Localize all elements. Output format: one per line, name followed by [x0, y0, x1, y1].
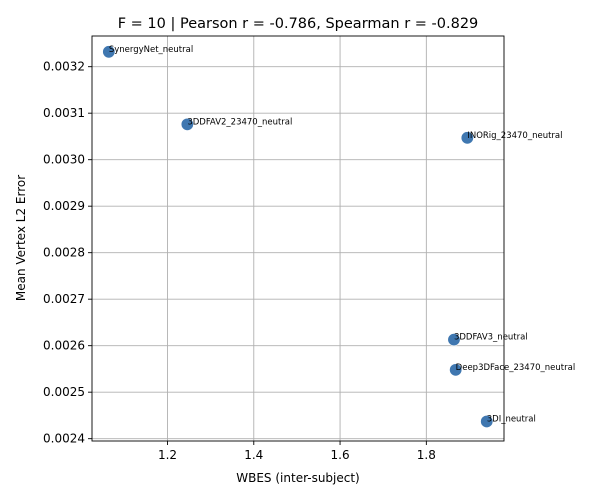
x-tick-label: 1.2 — [158, 448, 177, 462]
y-tick-label: 0.0026 — [43, 339, 85, 353]
point-label: SynergyNet_neutral — [109, 45, 193, 55]
scatter-point — [102, 45, 116, 59]
y-tick-label: 0.0031 — [43, 106, 85, 120]
y-tick-label: 0.0028 — [43, 246, 85, 260]
grid-lines — [92, 36, 504, 441]
scatter-point — [480, 414, 494, 428]
x-tick-label: 1.8 — [417, 448, 436, 462]
point-label: 3DI_neutral — [487, 414, 536, 424]
scatter-point — [447, 333, 461, 347]
y-tick-label: 0.0032 — [43, 60, 85, 74]
y-tick-label: 0.0029 — [43, 199, 85, 213]
point-label: 3DDFAV3_neutral — [454, 333, 528, 343]
y-tick-label: 0.0025 — [43, 385, 85, 399]
point-label: Deep3DFace_23470_neutral — [456, 363, 576, 373]
x-tick-label: 1.6 — [331, 448, 350, 462]
data-points: SynergyNet_neutral 3DDFAV2_23470_neutral I… — [102, 45, 576, 428]
y-tick-label: 0.0030 — [43, 153, 85, 167]
scatter-point — [460, 131, 474, 145]
point-label: 3DDFAV2_23470_neutral — [187, 117, 292, 127]
scatter-point — [449, 363, 463, 377]
y-tick-label: 0.0024 — [43, 432, 85, 446]
y-axis-label: Mean Vertex L2 Error — [14, 175, 28, 301]
plot-frame — [91, 35, 505, 442]
y-tick-label: 0.0027 — [43, 292, 85, 306]
axis-ticks: 1.2 1.4 1.6 1.8 0.0024 0.0025 0.0026 0.0027 0.00… — [43, 60, 436, 462]
x-axis-label: WBES (inter-subject) — [236, 471, 360, 485]
x-tick-label: 1.4 — [244, 448, 263, 462]
point-label: INORig_23470_neutral — [467, 131, 562, 141]
chart-title: F = 10 | Pearson r = -0.786, Spearman r … — [118, 16, 479, 32]
scatter-point — [180, 117, 194, 131]
